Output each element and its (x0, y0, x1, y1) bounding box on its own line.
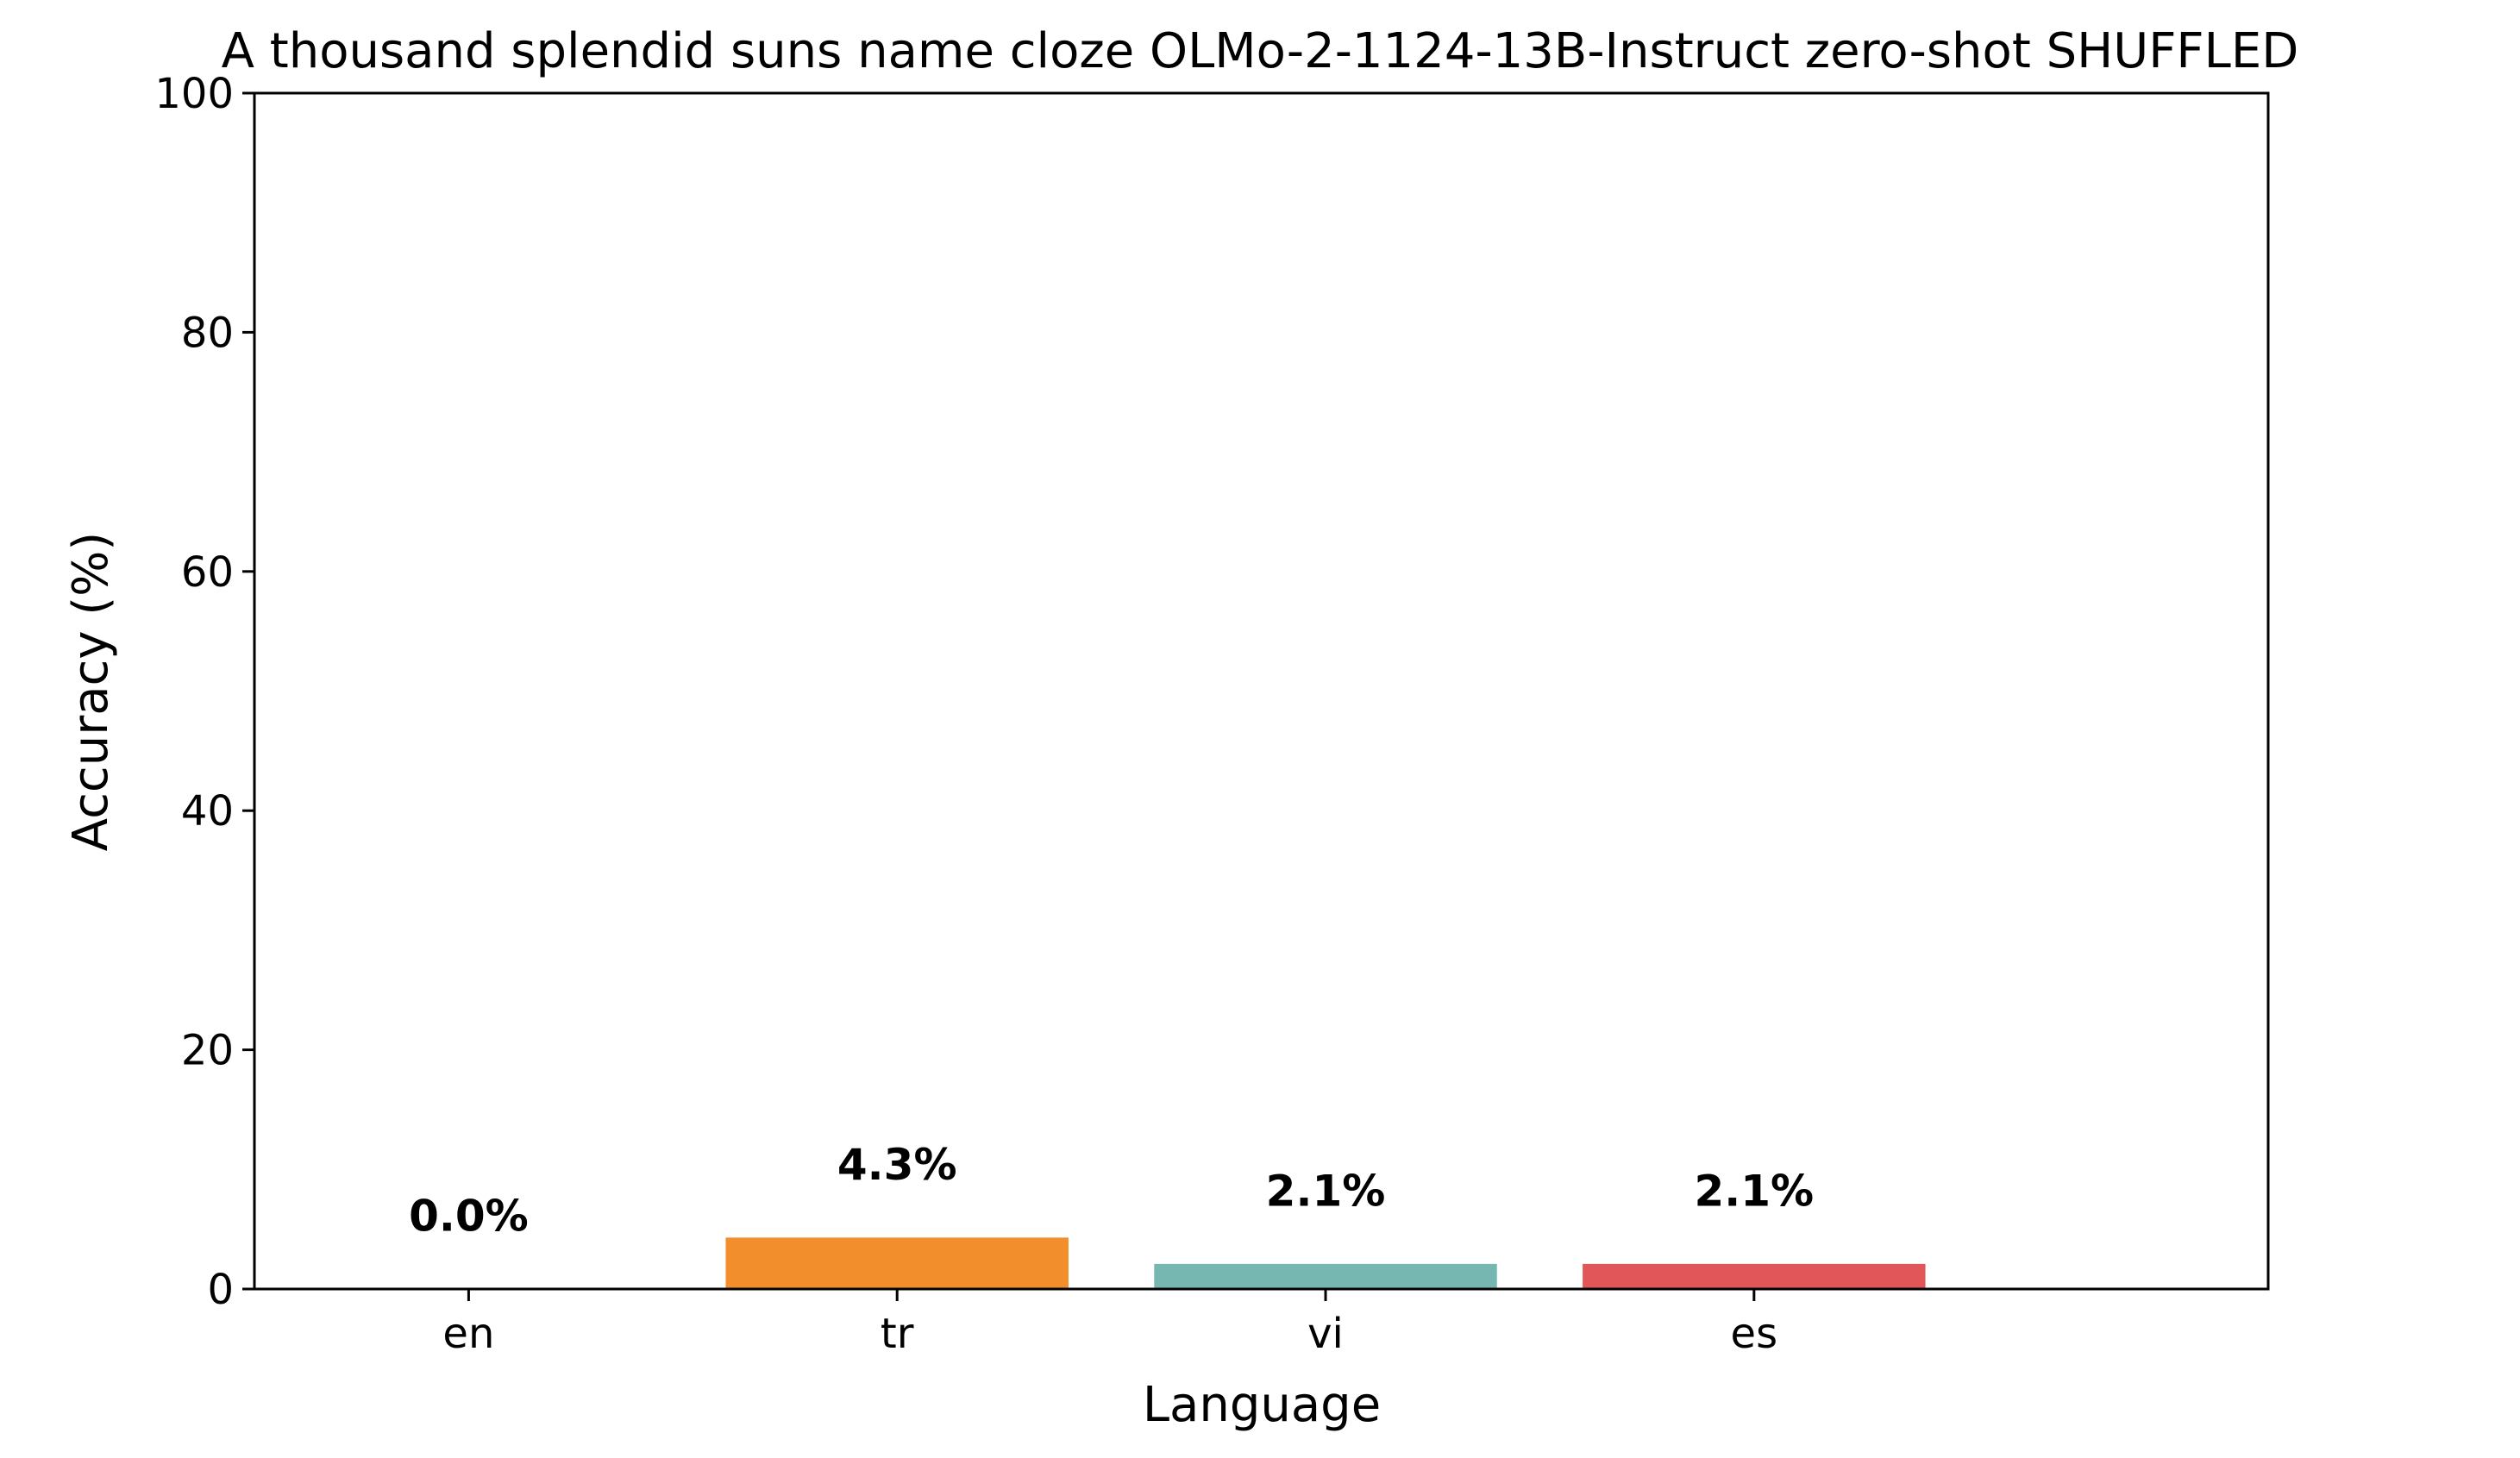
data-labels-group: 0.0% 4.3% 2.1% 2.1% (409, 1140, 1814, 1242)
x-axis-label: Language (1143, 1377, 1381, 1433)
bar-es (1583, 1263, 1926, 1289)
y-tick-label: 60 (181, 548, 234, 597)
data-label-es: 2.1% (1694, 1166, 1814, 1216)
data-label-vi: 2.1% (1266, 1166, 1386, 1216)
bars-group (725, 1237, 1926, 1289)
y-axis: 0 20 40 60 80 100 (154, 70, 254, 1314)
bar-tr (725, 1237, 1069, 1289)
bar-vi (1154, 1263, 1497, 1289)
y-tick-label: 0 (207, 1266, 234, 1314)
x-axis: en tr vi es (442, 1289, 1777, 1358)
data-label-en: 0.0% (409, 1192, 529, 1242)
x-tick-label-tr: tr (881, 1310, 914, 1358)
chart-title: A thousand splendid suns name cloze OLMo… (222, 23, 2299, 79)
plot-frame (253, 91, 2270, 1291)
y-tick-label: 20 (181, 1027, 234, 1075)
y-tick-label: 80 (181, 309, 234, 357)
y-axis-label: Accuracy (%) (63, 532, 119, 851)
y-tick-label: 40 (181, 787, 234, 835)
x-tick-label-vi: vi (1307, 1310, 1344, 1358)
x-tick-label-es: es (1731, 1310, 1778, 1358)
data-label-tr: 4.3% (837, 1140, 957, 1190)
y-tick-label: 100 (154, 70, 234, 118)
x-tick-label-en: en (442, 1310, 494, 1358)
